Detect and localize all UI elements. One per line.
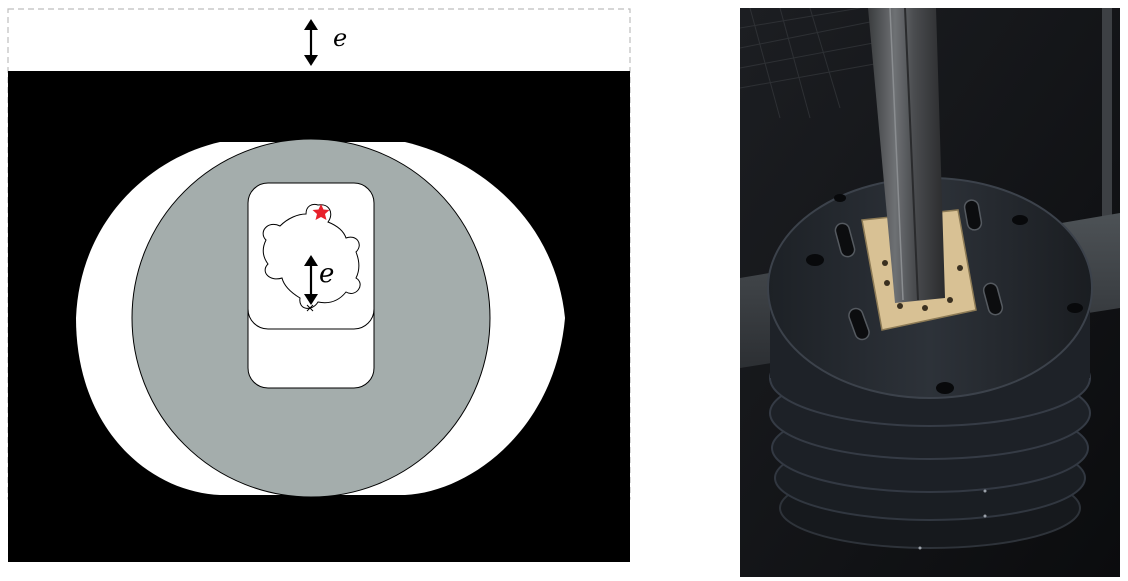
- top-offset-label: e: [333, 24, 347, 52]
- rod-groove: [904, 8, 919, 301]
- disk-slots: [834, 199, 1004, 341]
- inner-offset-label: e: [319, 259, 334, 289]
- red-star-marker: [312, 204, 330, 220]
- mesh-texture: [740, 8, 901, 119]
- frame-post: [1102, 8, 1112, 228]
- insert-holes: [882, 260, 963, 311]
- center-x-marker: [306, 304, 314, 312]
- vertical-rod: [868, 8, 945, 303]
- experimental-rig-photo: [740, 8, 1120, 577]
- inner-offset-arrow: [304, 255, 318, 305]
- top-offset-arrow: [304, 19, 318, 66]
- rod-highlight: [889, 8, 904, 301]
- disk-holes: [806, 194, 1083, 394]
- plate-highlights: [918, 489, 987, 550]
- offset-schematic-diagram: e e: [7, 8, 631, 562]
